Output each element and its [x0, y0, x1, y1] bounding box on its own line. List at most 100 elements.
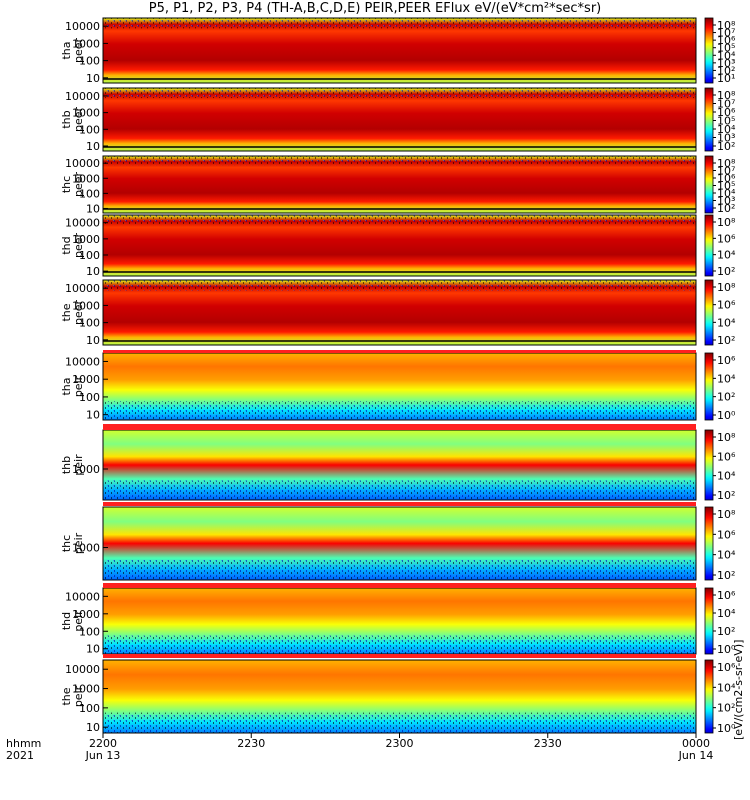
panel-species-label: peer: [72, 172, 85, 198]
colorbar-tick-label: 10⁶: [717, 589, 736, 602]
colorbar-tick-label: 10²: [717, 569, 735, 582]
colorbar-tick-label: 10²: [717, 391, 735, 404]
panel-frame: [102, 87, 697, 152]
ytick-label: 100: [79, 702, 100, 715]
ytick-label: 10000: [65, 90, 100, 103]
mode-indicator-bar: [103, 654, 696, 658]
xaxis-row-label-time: hhmm: [6, 737, 41, 750]
ytick-label: 1000: [72, 233, 100, 246]
colorbar-tick-label: 10²: [717, 334, 735, 347]
colorbar-tick-label: 10⁸: [717, 431, 736, 444]
colorbar-tick-label: 10⁷: [717, 98, 735, 111]
noise-overlay: [103, 215, 696, 225]
noise-overlay: [103, 156, 696, 166]
colorbar-tick-label: 10³: [717, 195, 735, 208]
colorbar-tick-label: 10²: [717, 625, 735, 638]
colorbar-tick-label: 10⁸: [717, 508, 736, 521]
panel-probe-label: thd: [60, 612, 73, 630]
noise-overlay: [103, 88, 696, 99]
panel-species-label: peir: [72, 532, 85, 554]
panel-species-label: peir: [72, 375, 85, 397]
xaxis-row-label-year: 2021: [6, 749, 34, 762]
ytick-label: 10: [86, 265, 100, 278]
colorbar-tick-label: 10⁶: [717, 450, 736, 463]
colorbar-tha-peer: [704, 17, 714, 84]
colorbar-tick-label: 10⁸: [717, 281, 736, 294]
panel-probe-label: thc: [60, 176, 73, 193]
ytick-label: 1000: [72, 299, 100, 312]
xtick-date-label: Jun 14: [678, 749, 714, 762]
ytick-label: 1000: [72, 37, 100, 50]
noise-overlay: [103, 712, 696, 733]
panel-species-label: peir: [72, 685, 85, 707]
colorbar-tick-label: 10²: [717, 489, 735, 502]
colorbar-tick-label: 10²: [717, 702, 735, 715]
mode-indicator-bar: [103, 350, 696, 353]
panels-group: tha peer1010010001000010¹10²10³10⁴10⁵10⁶1…: [60, 17, 736, 735]
panel-species-label: peir: [72, 454, 85, 476]
ytick-label: 10000: [65, 20, 100, 33]
ytick-label: 10: [86, 409, 100, 422]
mode-indicator-bar: [103, 502, 696, 506]
colorbar-tick-label: 10²: [717, 64, 735, 77]
panel-probe-label: thd: [60, 236, 73, 254]
ytick-label: 10: [86, 334, 100, 347]
colorbar-the-peir: [704, 659, 714, 734]
ytick-label: 10000: [65, 282, 100, 295]
panel-species-label: peer: [72, 38, 85, 64]
colorbar-tick-label: 10⁷: [717, 165, 735, 178]
colorbar-tick-label: 10⁶: [717, 34, 736, 47]
spectrogram-thd-peer: [103, 215, 696, 276]
panel-probe-label: thc: [60, 535, 73, 552]
panel-species-label: peer: [72, 300, 85, 326]
panel-probe-label: tha: [60, 41, 73, 59]
noise-overlay: [103, 635, 696, 654]
ytick-label: 100: [79, 625, 100, 638]
colorbar-tick-label: 10³: [717, 132, 735, 145]
chart-title: P5, P1, P2, P3, P4 (TH-A,B,C,D,E) PEIR,P…: [148, 1, 602, 16]
panel-tha-peer: tha peer1010010001000010¹10²10³10⁴10⁵10⁶1…: [60, 17, 736, 85]
ytick-label: 1000: [72, 373, 100, 386]
ytick-label: 10: [86, 643, 100, 656]
colorbar-tick-label: 10⁰: [717, 409, 736, 422]
colorbar-tha-peir: [704, 352, 714, 421]
panel-frame: [102, 279, 697, 346]
ytick-label: 10000: [65, 217, 100, 230]
ytick-label: 100: [79, 391, 100, 404]
colorbar-thc-peer: [704, 155, 714, 214]
ytick-label: 10: [86, 140, 100, 153]
colorbar-tick-label: 10⁰: [717, 643, 736, 656]
colorbar-tick-label: 10⁵: [717, 42, 735, 55]
mode-indicator-bar: [103, 583, 696, 588]
noise-overlay: [103, 480, 696, 500]
panel-frame: [102, 155, 697, 214]
colorbar-tick-label: 10⁶: [717, 528, 736, 541]
colorbar-tick-label: 10⁷: [717, 27, 735, 40]
ytick-label: 100: [79, 187, 100, 200]
panel-frame: [102, 214, 697, 277]
colorbar-tick-label: 10⁴: [717, 123, 736, 136]
panel-probe-label: the: [60, 687, 73, 705]
xtick-date-label: Jun 13: [85, 749, 121, 762]
ytick-label: 100: [79, 249, 100, 262]
colorbar-thd-peer: [704, 214, 714, 277]
colorbar-tick-label: 10⁸: [717, 157, 736, 170]
colorbar-tick-label: 10²: [717, 265, 735, 278]
colorbar-thb-peir: [704, 429, 714, 501]
ytick-label: 10000: [65, 355, 100, 368]
xtick-label: 2200: [89, 737, 117, 750]
colorbar-thb-peer: [704, 87, 714, 152]
colorbar-tick-label: 10⁶: [717, 299, 736, 312]
colorbar-tick-label: 10⁴: [717, 549, 736, 562]
xtick-label: 0000: [682, 737, 710, 750]
colorbar-tick-label: 10⁵: [717, 115, 735, 128]
colorbar-thc-peir: [704, 506, 714, 581]
ytick-label: 1000: [72, 107, 100, 120]
colorbar-tick-label: 10²: [717, 202, 735, 215]
colorbar-tick-label: 10¹: [717, 72, 735, 85]
noise-overlay: [103, 280, 696, 291]
